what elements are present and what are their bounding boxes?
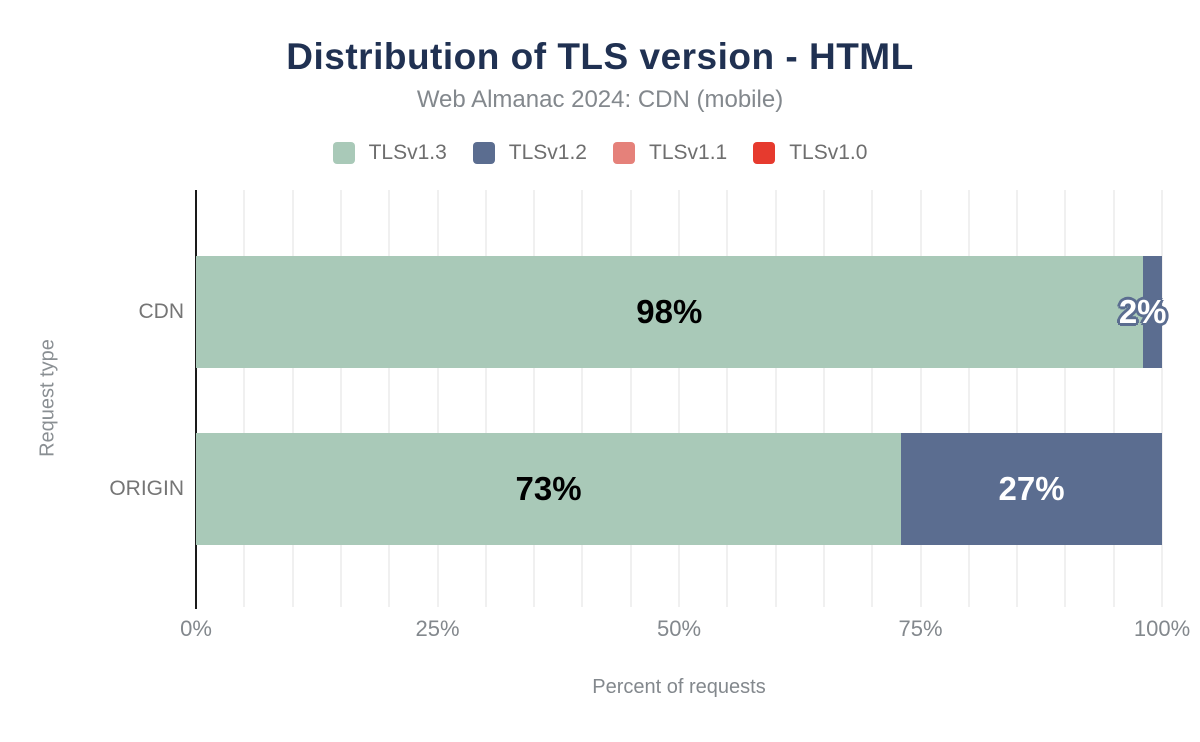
gridline (388, 190, 391, 607)
gridline (339, 190, 342, 607)
gridline (678, 190, 680, 607)
plot-area: 98% 2% 73% 27% (195, 190, 1167, 609)
bar-segment-origin-tlsv1.3[interactable] (196, 433, 902, 545)
gridline (1161, 190, 1163, 607)
bar-value-label: 98% (636, 293, 703, 330)
gridline (243, 190, 246, 607)
legend-item-tlsv1.0[interactable]: TLSv1.0 (753, 141, 867, 165)
legend-label: TLSv1.3 (368, 141, 447, 164)
bar-segment-origin-tlsv1.2[interactable] (901, 433, 1162, 545)
gridline (291, 190, 294, 607)
legend-label: TLSv1.2 (508, 141, 587, 164)
gridline (1064, 190, 1067, 607)
category-label-cdn: CDN (138, 300, 185, 323)
gridline (533, 190, 536, 607)
bar-value-label: 73% (515, 470, 582, 507)
legend-label: TLSv1.1 (649, 141, 728, 164)
legend-label: TLSv1.0 (789, 141, 868, 164)
x-tick-100: 100% (1133, 616, 1191, 641)
gridline (822, 190, 825, 607)
bar-origin: 73% 27% (196, 433, 1162, 545)
chart-subtitle: Web Almanac 2024: CDN (mobile) (416, 86, 784, 113)
gridline (1112, 190, 1115, 607)
x-tick-25: 25% (415, 616, 460, 641)
x-axis-title: Percent of requests (592, 676, 766, 698)
bar-segment-cdn-tlsv1.3[interactable] (196, 256, 1143, 368)
gridline (436, 190, 439, 607)
legend-swatch-icon (472, 142, 495, 164)
legend-item-tlsv1.2[interactable]: TLSv1.2 (472, 141, 587, 165)
bar-value-label: 2% (1118, 293, 1167, 330)
gridline (629, 190, 632, 607)
bar-cdn: 98% 2% (196, 256, 1167, 368)
x-tick-0: 0% (180, 616, 212, 641)
legend-swatch-icon (613, 142, 635, 164)
x-tick-75: 75% (898, 616, 943, 641)
gridline (1016, 190, 1019, 607)
gridline (726, 190, 729, 607)
gridline (581, 190, 584, 607)
gridline (919, 190, 922, 607)
gridline (871, 190, 874, 607)
x-axis-ticks: 0% 25% 50% 75% 100% (180, 616, 1190, 646)
category-label-origin: ORIGIN (109, 477, 184, 500)
y-axis-line (195, 190, 197, 609)
legend-swatch-icon (753, 142, 776, 164)
chart-title: Distribution of TLS version - HTML (286, 36, 914, 77)
legend-swatch-icon (332, 142, 355, 164)
legend-item-tlsv1.1[interactable]: TLSv1.1 (613, 141, 727, 165)
gridline (774, 190, 777, 607)
bar-value-label: 27% (998, 470, 1065, 507)
gridline (967, 190, 970, 607)
x-tick-50: 50% (656, 616, 702, 641)
legend-item-tlsv1.3[interactable]: TLSv1.3 (332, 141, 447, 165)
bar-segment-cdn-tlsv1.2[interactable] (1142, 256, 1162, 368)
gridline (484, 190, 487, 607)
legend: TLSv1.3 TLSv1.2 TLSv1.1 TLSv1.0 (0, 141, 1200, 165)
